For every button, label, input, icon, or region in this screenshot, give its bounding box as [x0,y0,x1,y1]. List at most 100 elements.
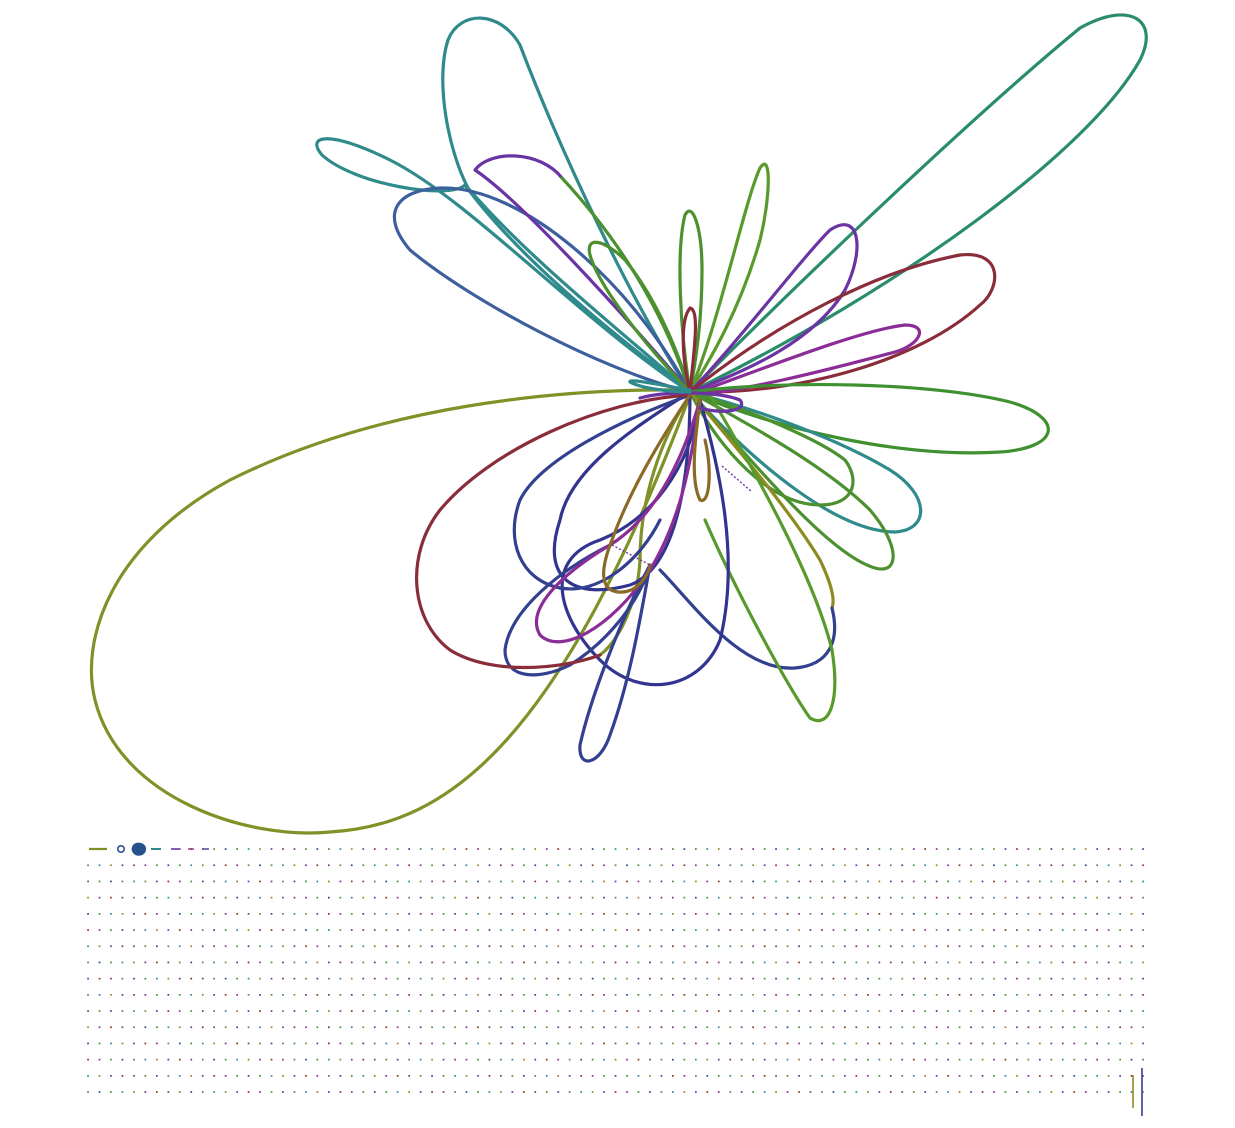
legend-dot [878,1058,881,1061]
legend-dot [1027,994,1030,996]
legend-dot [763,929,766,931]
legend-dot [500,1010,502,1012]
legend-dot [603,896,605,899]
legend-dot [912,880,915,883]
legend-dot [201,896,204,899]
legend-dot [316,848,319,850]
legend-dot [1050,994,1053,996]
legend-dot [1119,896,1121,899]
legend-dot [855,1026,858,1029]
legend-dot [832,1091,835,1093]
legend-dot [557,1010,560,1012]
legend-dot [259,864,261,867]
legend-dot [717,913,720,915]
legend-dot [465,848,468,850]
legend-dot [1142,945,1144,948]
legend-dot [695,945,697,948]
legend-dot [626,880,628,883]
loop-green-southeast [688,390,895,571]
legend-dot [282,848,284,850]
legend-dot [121,945,124,948]
legend-dot [236,896,238,899]
legend-dot [912,945,915,948]
legend-dot [798,848,800,850]
legend-dot [87,913,89,915]
legend-dot [1039,913,1041,915]
legend-dot [1130,945,1133,948]
loop-mustard-southeast [688,390,835,610]
legend-dot [832,961,835,964]
legend-dot [889,945,892,948]
legend-dot [339,961,342,964]
legend-dot [190,945,193,948]
legend-dot [178,1058,181,1061]
legend-dot [87,977,89,980]
legend-dot [1016,913,1018,915]
legend-dot [201,848,204,850]
legend-dot [683,848,686,850]
legend-dot [98,1075,101,1077]
legend-dot [270,994,273,996]
legend-dot [970,929,972,931]
legend-dot [190,848,193,850]
legend-dot [889,994,892,996]
legend-dot [110,1026,112,1029]
legend-dot [350,1075,353,1077]
legend-dot [775,945,777,948]
legend-dot [912,929,915,931]
legend-dot [316,864,319,867]
legend-dot [144,1026,147,1029]
legend-dot [786,961,789,964]
legend-dot [534,1042,537,1045]
legend-dot [660,864,663,867]
legend-dot [454,1058,456,1061]
legend-dot [213,929,215,931]
legend-dot [603,961,605,964]
legend-dot [408,864,410,867]
legend-dot [855,913,858,915]
legend-dot [1119,945,1121,948]
legend-dot [832,880,835,883]
legend-dot [763,1026,766,1029]
legend-dot [1107,1058,1110,1061]
legend-dot [683,1026,686,1029]
legend-dot [821,1091,823,1093]
legend-dot [614,1091,617,1093]
legend-dot [1050,1091,1053,1093]
legend-dot [1107,945,1110,948]
legend-dot [557,880,560,883]
legend-dot [626,864,628,867]
legend-dot [626,1042,628,1045]
legend-dot [706,1042,709,1045]
legend-dot [500,977,502,980]
legend-dot [465,1042,468,1045]
legend-dot [752,1091,754,1093]
legend-dot [832,929,835,931]
legend-dot [133,880,135,883]
legend-dot [1096,945,1098,948]
legend-dot [763,977,766,980]
legend-dot [465,1026,468,1029]
legend-dot [775,929,777,931]
legend-dot [970,945,972,948]
legend-dot [958,929,961,931]
legend-dot [1039,1026,1041,1029]
legend-dot [396,961,399,964]
legend-dot [328,1058,330,1061]
legend-dot [740,1026,743,1029]
legend-dot [844,1042,846,1045]
legend-dot [1142,1075,1144,1077]
legend-dot [752,961,754,964]
legend-dot [1142,1091,1144,1093]
legend-dot [821,880,823,883]
legend-dot [545,929,548,931]
legend-dot [1096,1058,1098,1061]
legend-dot [1016,1075,1018,1077]
legend-dot [419,880,422,883]
legend-dot [683,896,686,899]
legend-dot [431,1042,433,1045]
legend-dot [878,1042,881,1045]
legend-dot [591,994,594,996]
legend-dot [328,1075,330,1077]
legend-dot [809,1042,812,1045]
